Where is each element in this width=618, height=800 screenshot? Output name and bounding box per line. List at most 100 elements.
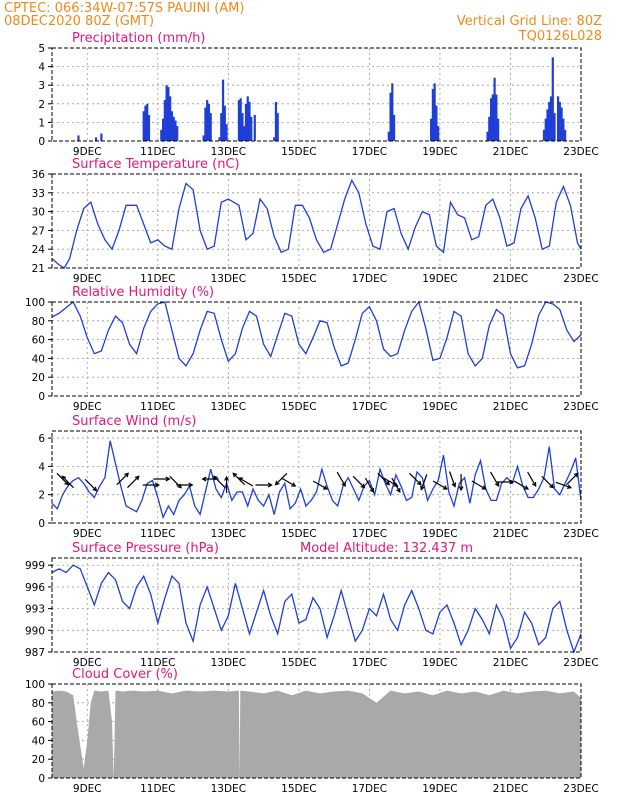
precip-bar	[165, 85, 168, 141]
wind-arrow-head	[92, 486, 98, 492]
precip-bar	[556, 96, 560, 141]
precip-bar	[548, 101, 551, 141]
wind-arrow-shaft	[566, 472, 579, 486]
precip-bar	[206, 100, 209, 141]
wind-arrow-shaft	[336, 471, 346, 487]
wind-arrow	[153, 476, 171, 482]
precip-bar	[147, 114, 151, 141]
precip-bar	[170, 111, 174, 141]
wind-arrow-head	[396, 487, 401, 494]
precip-bar	[491, 94, 494, 141]
wind-arrow-head	[188, 482, 194, 488]
y-tick-label: 4	[38, 62, 45, 74]
y-tick-label: 1	[38, 117, 45, 129]
wind-arrow-head	[232, 472, 238, 478]
precip-bar	[430, 118, 433, 141]
x-tick-label: 19DEC	[422, 528, 457, 540]
wind-arrow-head	[385, 480, 391, 486]
precip-bar	[244, 103, 248, 141]
wind-arrow-shaft	[490, 471, 500, 487]
precip-bar	[202, 135, 205, 141]
y-tick-label: 24	[32, 244, 46, 256]
precip-bar	[273, 137, 276, 141]
x-tick-label: 17DEC	[352, 401, 387, 413]
x-tick-label: 21DEC	[493, 657, 528, 669]
x-tick-label: 19DEC	[422, 401, 457, 413]
x-tick-label: 21DEC	[493, 146, 528, 158]
panel-title: Surface Wind (m/s)	[72, 414, 196, 429]
wind-arrow	[420, 474, 428, 491]
wind-arrow-head	[523, 485, 530, 490]
x-tick-label: 13DEC	[211, 528, 246, 540]
x-tick-label: 9DEC	[73, 657, 102, 669]
precip-bar	[218, 137, 221, 141]
panel-title: Cloud Cover (%)	[72, 667, 178, 682]
wind-arrow	[281, 477, 297, 487]
y-tick-label: 60	[32, 717, 45, 729]
precip-bar	[549, 96, 553, 141]
wind-arrow	[377, 472, 391, 486]
x-tick-label: 23DEC	[563, 273, 598, 285]
wind-arrow	[364, 477, 375, 494]
precip-bar	[558, 101, 561, 141]
y-tick-label: 0	[38, 518, 45, 530]
wind-arrow	[224, 475, 230, 493]
precip-bar	[241, 113, 244, 141]
wind-arrow-shaft	[352, 475, 365, 489]
y-tick-label: 999	[25, 560, 45, 572]
y-tick-label: 60	[32, 335, 45, 347]
wind-arrow-head	[393, 482, 399, 487]
x-tick-label: 9DEC	[73, 528, 102, 540]
wind-arrow	[61, 475, 74, 489]
x-tick-label: 11DEC	[140, 528, 175, 540]
wind-arrow	[555, 481, 573, 489]
x-tick-label: 23DEC	[563, 146, 598, 158]
wind-arrow	[497, 479, 515, 485]
wind-arrow-head	[509, 479, 515, 485]
series-line	[51, 564, 582, 654]
precip-bar	[546, 109, 549, 141]
wind-arrow-shaft	[61, 475, 74, 489]
precip-bar	[142, 111, 145, 141]
panel-frame	[51, 47, 582, 142]
wind-arrow	[127, 475, 140, 489]
wind-arrow-head	[154, 482, 160, 488]
x-tick-label: 19DEC	[422, 273, 457, 285]
precip-bar	[542, 129, 546, 141]
x-tick-label: 23DEC	[563, 657, 598, 669]
wind-arrow-shaft	[391, 477, 401, 493]
wind-arrow-shaft	[527, 471, 537, 487]
wind-arrow-head	[341, 481, 346, 488]
panel-frame	[51, 173, 582, 269]
x-tick-label: 17DEC	[352, 657, 387, 669]
y-tick-label: 100	[25, 297, 45, 309]
panel-title: Surface Temperature (nC)	[72, 157, 240, 172]
x-tick-label: 11DEC	[140, 146, 175, 158]
wind-arrow	[84, 478, 98, 492]
wind-arrow-head	[124, 472, 130, 478]
wind-arrow-head	[442, 485, 448, 490]
x-tick-label: 17DEC	[352, 528, 387, 540]
x-tick-label: 21DEC	[493, 401, 528, 413]
wind-arrow-shaft	[448, 471, 456, 487]
precip-bar	[239, 98, 242, 141]
precip-bar	[160, 129, 163, 141]
panel-title: Precipitation (mm/h)	[72, 31, 205, 46]
precip-bar	[276, 113, 279, 141]
precip-bar	[237, 100, 241, 141]
wind-arrow	[336, 471, 346, 488]
precip-bar	[146, 103, 149, 141]
precip-bar	[497, 118, 500, 141]
wind-arrow	[566, 472, 579, 486]
y-tick-label: 2	[38, 99, 45, 111]
humidity-panel: Relative Humidity (%) 9DEC 11DEC 13DEC 15DEC…	[25, 285, 599, 413]
wind-arrow-head	[481, 485, 487, 490]
precip-bar	[387, 131, 390, 141]
y-tick-label: 6	[38, 433, 45, 445]
x-tick-label: 15DEC	[281, 401, 316, 413]
precip-bar	[169, 96, 172, 141]
precip-bar	[489, 98, 493, 141]
precip-bar	[433, 83, 436, 141]
precipitation-panel: Precipitation (mm/h) 9DEC 11DEC 13DEC 15DEC 1…	[38, 31, 598, 158]
y-tick-label: 33	[32, 188, 45, 200]
